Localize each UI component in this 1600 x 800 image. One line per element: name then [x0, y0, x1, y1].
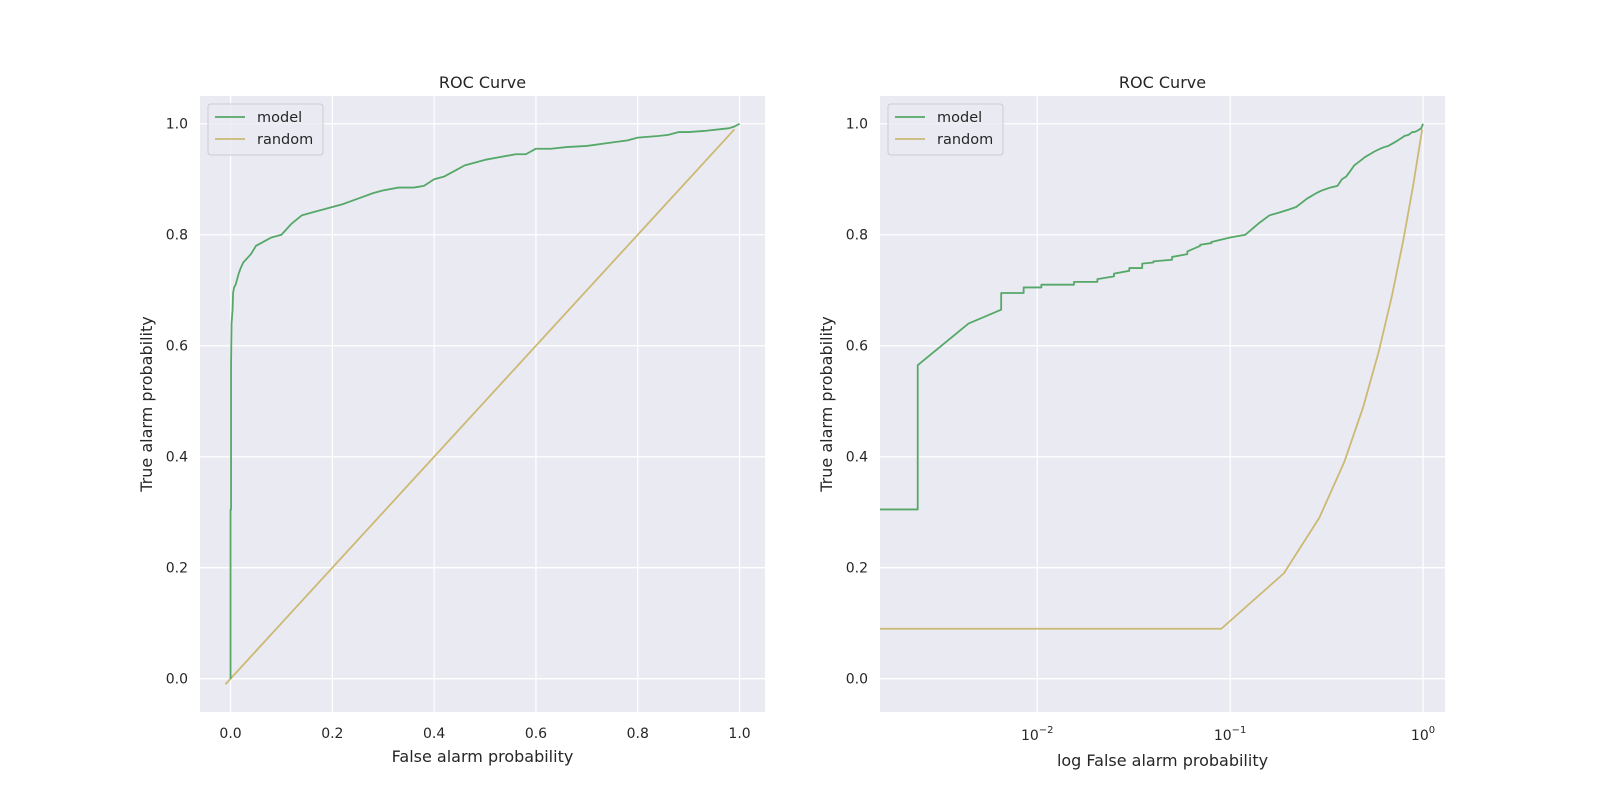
y-tick-label: 0.6: [846, 339, 868, 355]
y-tick-label: 1.0: [166, 117, 188, 133]
y-tick-label: 0.4: [846, 450, 868, 466]
legend-label-random: random: [937, 132, 993, 148]
x-tick-label: 0.2: [321, 726, 343, 742]
y-tick-label: 0.4: [166, 450, 188, 466]
x-axis-label: log False alarm probability: [1057, 751, 1268, 770]
y-tick-label: 1.0: [846, 117, 868, 133]
series-line-model: [229, 122, 740, 679]
y-tick-labels: 0.0 0.2 0.4 0.6 0.8 1.0: [166, 117, 188, 688]
x-tick-label: 1.0: [728, 726, 750, 742]
legend: model random: [887, 103, 1004, 156]
x-gridlines: [1036, 96, 1424, 712]
x-tick-label: 0.8: [627, 726, 649, 742]
series-line-random: [880, 129, 1424, 630]
series-line-model: [880, 123, 1424, 511]
y-gridlines: [880, 123, 1445, 680]
y-tick-label: 0.0: [846, 672, 868, 688]
legend-label-random: random: [257, 132, 313, 148]
series-line-random: [224, 128, 736, 685]
y-tick-label: 0.0: [166, 672, 188, 688]
y-tick-label: 0.6: [166, 339, 188, 355]
y-axis-label: True alarm probability: [137, 316, 156, 492]
plot-area: [880, 96, 1445, 712]
x-tick-label: 0.0: [219, 726, 241, 742]
legend-label-model: model: [257, 110, 302, 126]
chart-title: ROC Curve: [1119, 73, 1206, 92]
roc-log-panel: 10−2 10−1 100 0.0 0.2 0.4 0.6 0.8 1.0 ROC Curve…: [817, 73, 1445, 770]
y-axis-label: True alarm probability: [817, 316, 836, 492]
legend: model random: [207, 103, 324, 156]
roc-linear-panel: 0.0 0.2 0.4 0.6 0.8 1.0 0.0 0.2 0.4 0.6 0.8 1.0 RO…: [137, 73, 765, 766]
legend-label-model: model: [937, 110, 982, 126]
chart-title: ROC Curve: [439, 73, 526, 92]
series-layer: [880, 123, 1424, 630]
x-tick-label: 10−2: [1021, 725, 1054, 744]
y-tick-labels: 0.0 0.2 0.4 0.6 0.8 1.0: [846, 117, 868, 688]
x-tick-label: 0.6: [525, 726, 547, 742]
x-tick-label: 10−1: [1214, 725, 1247, 744]
y-tick-label: 0.2: [846, 561, 868, 577]
y-tick-label: 0.8: [166, 228, 188, 244]
x-tick-labels: 10−2 10−1 100: [1021, 725, 1435, 744]
y-tick-label: 0.2: [166, 561, 188, 577]
y-tick-label: 0.8: [846, 228, 868, 244]
x-tick-label: 100: [1411, 725, 1435, 744]
x-tick-label: 0.4: [423, 726, 445, 742]
x-axis-label: False alarm probability: [392, 747, 574, 766]
x-tick-labels: 0.0 0.2 0.4 0.6 0.8 1.0: [219, 726, 750, 742]
y-gridlines: [200, 123, 765, 680]
series-layer: [224, 122, 740, 685]
